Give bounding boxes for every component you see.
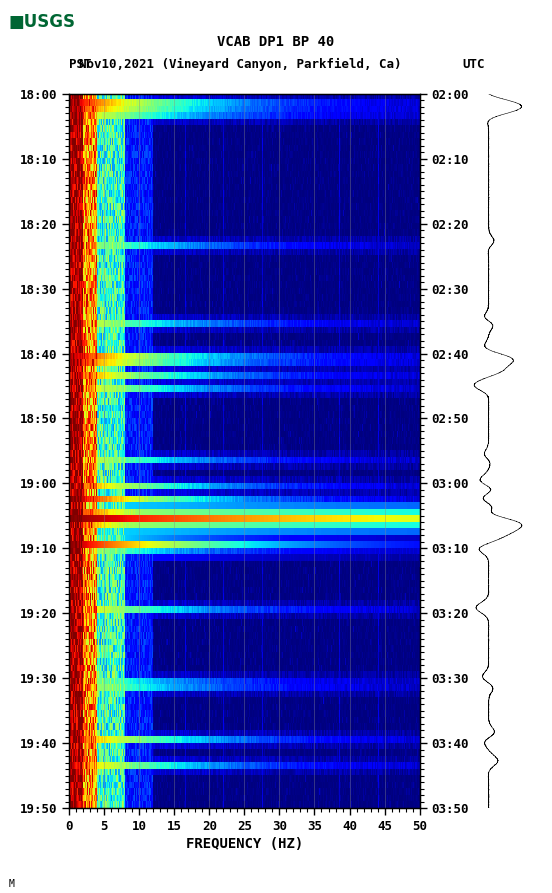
Text: ■USGS: ■USGS	[8, 13, 75, 31]
Text: PST: PST	[69, 58, 92, 71]
Text: VCAB DP1 BP 40: VCAB DP1 BP 40	[217, 35, 335, 49]
Text: UTC: UTC	[463, 58, 485, 71]
Text: M: M	[8, 879, 14, 889]
X-axis label: FREQUENCY (HZ): FREQUENCY (HZ)	[185, 837, 303, 851]
Text: Nov10,2021 (Vineyard Canyon, Parkfield, Ca): Nov10,2021 (Vineyard Canyon, Parkfield, …	[79, 58, 401, 71]
